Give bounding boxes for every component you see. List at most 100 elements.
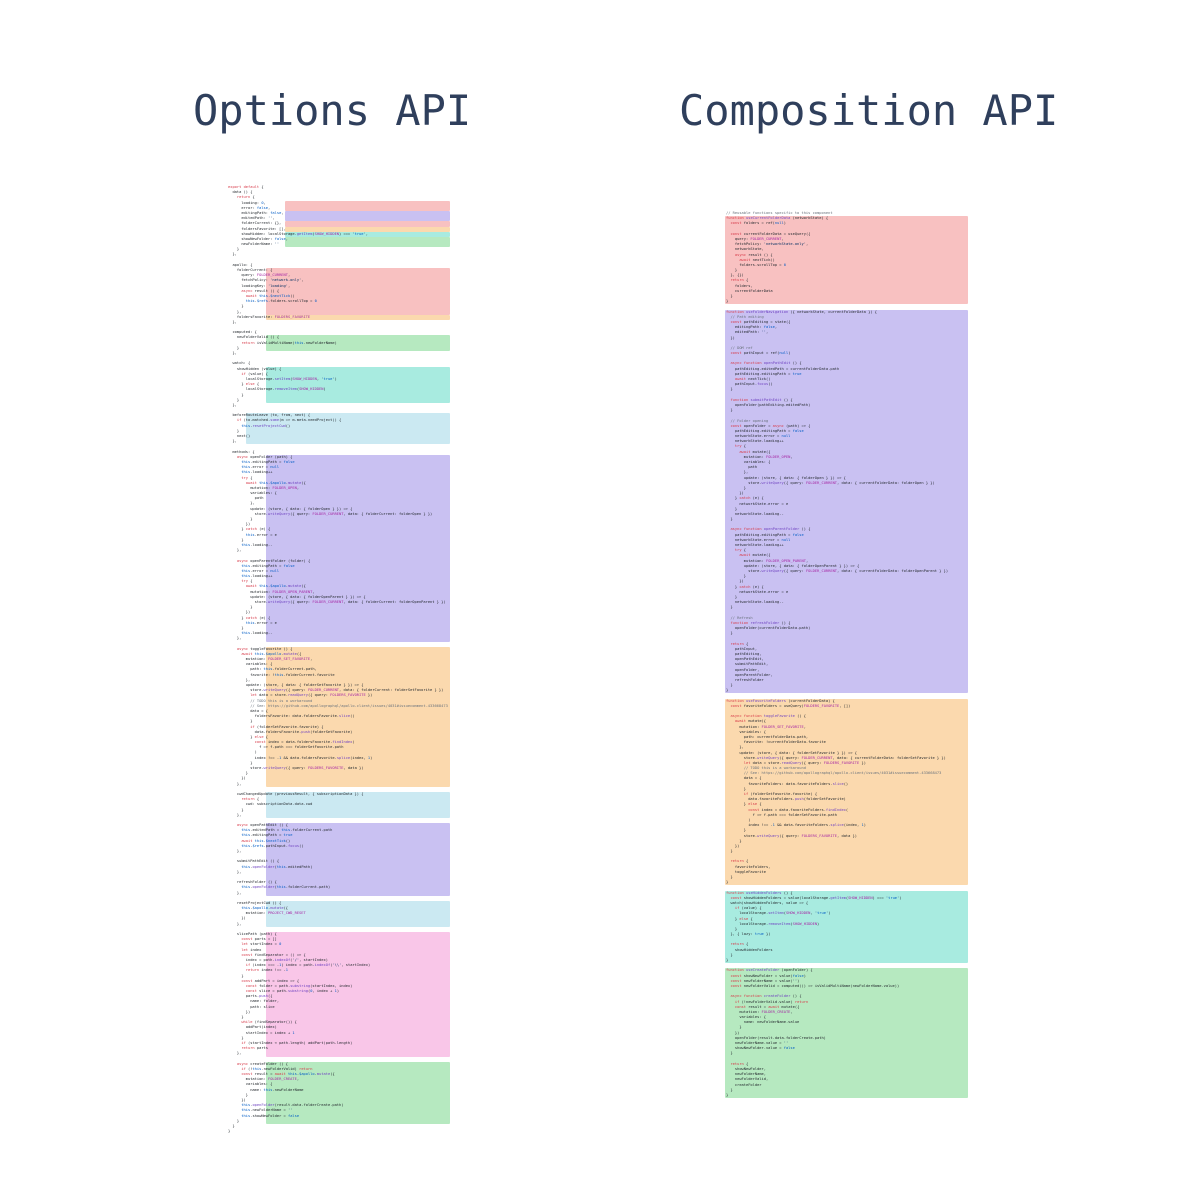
code-line: let data = store.readQuery({ query: FOLD…: [250, 693, 373, 698]
code-segment-teal: showHidden: localStorage.getItem(SHOW_HI…: [228, 231, 450, 237]
code-line: this.$refs.pathInput.focus(): [241, 843, 304, 848]
code-line: },: [228, 402, 237, 407]
code-line: editedPath: '',: [726, 330, 769, 335]
code-line: await this.$apollo.mutate({: [245, 584, 306, 589]
code-line: beforeRouteLeave (to, from, next) {: [228, 413, 311, 418]
code-line: apollo: {: [228, 262, 253, 267]
code-line: }: [228, 1035, 244, 1040]
highlight-blue: [265, 791, 450, 818]
code-line: const result = await this.$apollo.mutate…: [241, 1072, 335, 1077]
highlight-green: [725, 968, 968, 1099]
code-line: },: [726, 745, 744, 750]
code-text: slicePath (path) { const parts = [] let …: [228, 932, 450, 1057]
code-line: function refreshFolder () {: [730, 620, 791, 625]
code-line: store.writeQuery({ query: FOLDER_CURRENT…: [726, 568, 949, 573]
code-line: function useCreateFolder (openFolder) {: [726, 968, 813, 973]
code-line: },: [228, 252, 237, 257]
code-segment-red: folderCurrent: { query: FOLDER_CURRENT, …: [228, 268, 450, 315]
code-line: openFolder(result.data.folderCreate.path…: [726, 1035, 826, 1040]
code-line: const pathInput = ref(null): [730, 351, 791, 356]
code-line: const index = data.foldersFavorite.findI…: [254, 740, 355, 745]
code-line: const showHiddenFolders = value(localSto…: [730, 895, 902, 900]
code-line: },: [726, 470, 749, 475]
code-segment-green: async createFolder () { if (!this.newFol…: [228, 1061, 450, 1124]
code-line: }: [726, 517, 733, 522]
code-line: }: [726, 1025, 742, 1030]
code-line: data.favoriteFolders.push(folderSetFavor…: [726, 797, 846, 802]
code-line: const addPart = index => {: [241, 978, 300, 983]
code-line: try {: [734, 444, 747, 449]
code-line: localStorage.setItem(SHOW_HIDDEN, 'true'…: [726, 911, 831, 916]
code-line: return {: [730, 641, 749, 646]
code-line: }: [228, 807, 244, 812]
code-line: }: [228, 973, 244, 978]
code-line: }: [228, 345, 240, 350]
code-line: name: this.newFolderName: [228, 1087, 304, 1092]
code-line: this.loading++: [241, 574, 273, 579]
code-line: }: [726, 574, 746, 579]
code-line: newFolderName,: [726, 1072, 766, 1077]
code-text: function useCurrentFolderData (networkSt…: [726, 216, 968, 304]
code-segment-orange: async toggleFavorite () { await this.$ap…: [228, 646, 450, 787]
code-line: },: [228, 636, 242, 641]
code-line: openPathEdit,: [726, 657, 764, 662]
code-segment-plain: // Reusable functions specific to this c…: [726, 211, 968, 216]
code-line: this.$apollo.mutate({: [241, 906, 289, 911]
code-line: newFolderName.value = '': [726, 1041, 789, 1045]
code-line: const newFolderName = value(''): [730, 978, 800, 983]
code-segment-blue: resetProjectCwd () { this.$apollo.mutate…: [228, 900, 450, 927]
code-line: pathInput,: [726, 646, 758, 651]
highlight-purple: [725, 309, 968, 694]
code-line: path: [228, 496, 264, 501]
code-line: // Reusable functions specific to this c…: [726, 211, 833, 215]
code-line: mutation: FOLDER_OPEN_PARENT,: [726, 558, 809, 563]
code-segment-blue: beforeRouteLeave (to, from, next) { if (…: [228, 413, 450, 445]
code-line: mutation: FOLDER_CREATE,: [726, 1009, 793, 1014]
code-line: mutation: FOLDER_OPEN,: [726, 454, 793, 459]
code-line: },: [228, 319, 237, 324]
code-line: }: [228, 1015, 244, 1019]
code-line: refreshFolder () {: [228, 880, 277, 885]
code-line: if (folderSetFavorite.favorite) {: [250, 724, 324, 729]
code-line: await this.$nextTick(): [245, 293, 295, 298]
code-line: if (value) {: [241, 371, 268, 376]
code-line: index = path.indexOf('/', startIndex): [228, 957, 328, 962]
code-line: path: [726, 465, 758, 470]
code-line: store.writeQuery({ query: FOLDER_CURRENT…: [726, 480, 935, 485]
code-line: newFolderName: '': [228, 242, 280, 247]
code-line: },: [228, 781, 242, 786]
code-line: this.error = e: [245, 532, 277, 537]
code-line: startIndex = index + 1: [228, 1030, 295, 1035]
code-line: update: (store, { data: { folderOpen } }…: [726, 475, 846, 480]
code-line: f => f.path === folderSetFavorite.path: [726, 812, 838, 817]
code-line: function useCurrentFolderData (networkSt…: [726, 216, 829, 221]
code-line: await this.$apollo.mutate({: [245, 480, 306, 485]
highlight-red: [284, 200, 450, 211]
code-line: openFolder,: [726, 667, 760, 672]
code-line: const newFolderValid = computed(() => is…: [730, 983, 900, 988]
code-text: function useFolderNavigation ({ networkS…: [726, 310, 968, 694]
code-line: },: [228, 869, 242, 874]
code-line: }: [726, 485, 746, 490]
code-line: pathEditing.editingPath = false: [726, 428, 804, 433]
code-line: }: [726, 387, 733, 392]
code-line: pathInput.focus(): [726, 382, 773, 387]
code-line: }: [228, 760, 253, 765]
code-text: methods: {: [228, 444, 450, 454]
code-text: function useHiddenFolders () { const sho…: [726, 891, 968, 964]
code-line: }: [228, 1123, 235, 1128]
code-text: async openPathEdit () { this.editedPath …: [228, 823, 450, 896]
code-line: // TODO this is a workaround: [726, 766, 806, 771]
code-line: }, {}): [726, 273, 744, 278]
code-line: loadingKey: 'loading',: [228, 283, 291, 288]
code-text: folderCurrent: {},: [228, 221, 450, 226]
highlight-blue: [265, 900, 450, 927]
code-line: favoriteFolders: data.favoriteFolders.sl…: [726, 781, 849, 786]
code-line: }: [228, 247, 240, 252]
code-line: submitPathEdit () {: [228, 859, 280, 864]
code-line: },: [228, 677, 251, 682]
code-text: } }, apollo: {: [228, 247, 450, 268]
code-line: openFolder(currentFolderData.path): [726, 626, 811, 630]
code-line: let index: [241, 947, 262, 952]
code-line: async openFolder (path) {: [236, 454, 293, 459]
